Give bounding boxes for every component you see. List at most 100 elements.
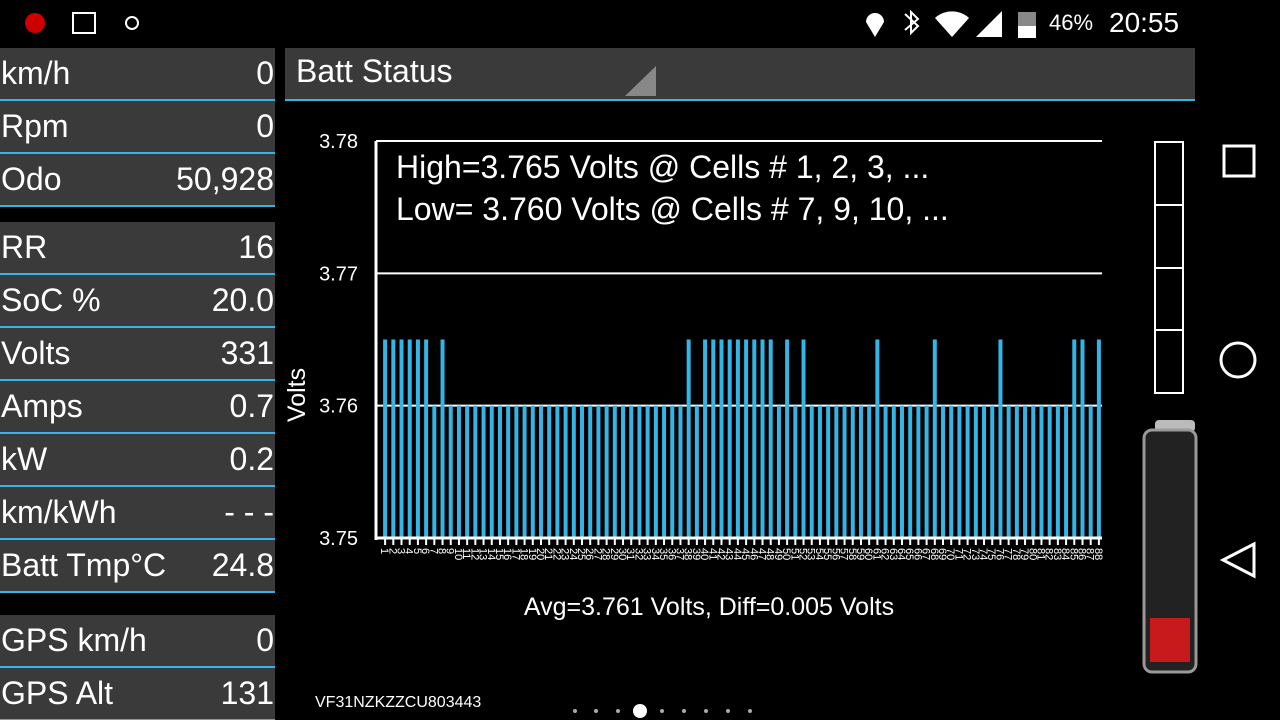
page-indicator[interactable] [565,700,765,720]
bar [965,405,970,538]
bar [809,405,814,538]
x-tick-label: 40 [698,548,710,560]
bar [858,405,863,538]
x-tick-label: 44 [731,548,743,560]
x-tick-label: 70 [944,548,956,560]
bar [563,405,568,538]
x-tick-label: 1 [378,548,390,554]
app-icon [25,13,45,33]
bar [522,405,527,538]
x-tick-label: 14 [485,548,497,560]
bar [596,405,601,538]
bar [1088,405,1093,538]
readout-row: Odo 50,928 [0,154,275,207]
home-button[interactable] [1219,341,1257,379]
x-tick-label: 26 [583,548,595,560]
readout-value: - - - [224,494,274,530]
nav-bar [1219,144,1257,579]
bar [440,339,445,538]
readout-row: kW 0.2 [0,434,275,487]
bar [842,405,847,538]
readout-row: Rpm 0 [0,101,275,154]
bar [883,405,888,538]
x-tick-label: 60 [862,548,874,560]
x-tick-label: 49 [772,548,784,560]
x-tick-label: 24 [567,548,579,560]
x-tick-label: 16 [501,548,513,560]
readout-label: Odo [1,161,62,197]
x-tick-label: 58 [846,548,858,560]
x-tick-label: 56 [829,548,841,560]
dropdown-arrow [625,66,656,96]
x-tick-label: 12 [468,548,480,560]
bar [621,405,626,538]
x-tick-label: 15 [493,548,505,560]
x-tick-label: 80 [1026,548,1038,560]
bar [768,339,773,538]
bar [653,405,658,538]
bar [990,405,995,538]
x-tick-label: 5 [411,548,423,554]
bar [629,405,634,538]
x-tick-label: 17 [509,548,521,560]
bar [432,405,437,538]
bar [407,339,412,538]
bar [875,339,880,538]
x-tick-label: 62 [879,548,891,560]
bar [949,405,954,538]
x-tick-label: 23 [559,548,571,560]
readout-value: 131 [220,675,274,711]
x-tick-label: 72 [961,548,973,560]
bar [678,405,683,538]
bar [891,405,896,538]
x-tick-label: 88 [1092,548,1104,560]
back-button[interactable] [1219,541,1256,579]
bar [1072,339,1077,538]
x-tick-label: 76 [993,548,1005,560]
annotation: Low= 3.760 Volts @ Cells # 7, 9, 10, ... [396,191,949,227]
readout-label: SoC % [1,282,101,318]
bar [637,405,642,538]
x-tick-label: 37 [673,548,685,560]
readout-value: 20.0 [211,282,274,318]
readout-label: RR [1,229,48,265]
view-selector[interactable]: Batt Status [285,48,1195,101]
x-tick-label: 8 [436,548,448,554]
bar [1055,405,1060,538]
x-tick-label: 52 [797,548,809,560]
bar [391,339,396,538]
bar [538,405,543,538]
readout-row: km/kWh - - - [0,487,275,540]
bar [448,405,453,538]
x-tick-label: 25 [575,548,587,560]
bar [834,405,839,538]
bar [481,405,486,538]
x-tick-label: 45 [739,548,751,560]
bar [1031,405,1036,538]
bar [735,339,740,538]
battery-charge [1150,618,1190,662]
recents-button[interactable] [1222,144,1256,178]
readout-label: GPS Alt [1,675,114,711]
x-tick-label: 27 [591,548,603,560]
bar [571,405,576,538]
bar [752,339,757,538]
bar [1096,339,1101,538]
x-tick-label: 71 [952,548,964,560]
x-tick-label: 59 [854,548,866,560]
bar [982,405,987,538]
readout-row: km/h 0 [0,48,275,101]
bar [383,339,388,538]
bar [686,339,691,538]
bar [506,405,511,538]
bar [555,405,560,538]
x-tick-label: 73 [969,548,981,560]
readout-value: 331 [220,335,274,371]
readout-value: 0.7 [229,388,274,424]
bar [465,405,470,538]
location-icon [866,13,884,37]
x-tick-label: 85 [1067,548,1079,560]
x-tick-label: 53 [805,548,817,560]
x-tick-label: 31 [624,548,636,560]
selector-label: Batt Status [296,53,453,89]
